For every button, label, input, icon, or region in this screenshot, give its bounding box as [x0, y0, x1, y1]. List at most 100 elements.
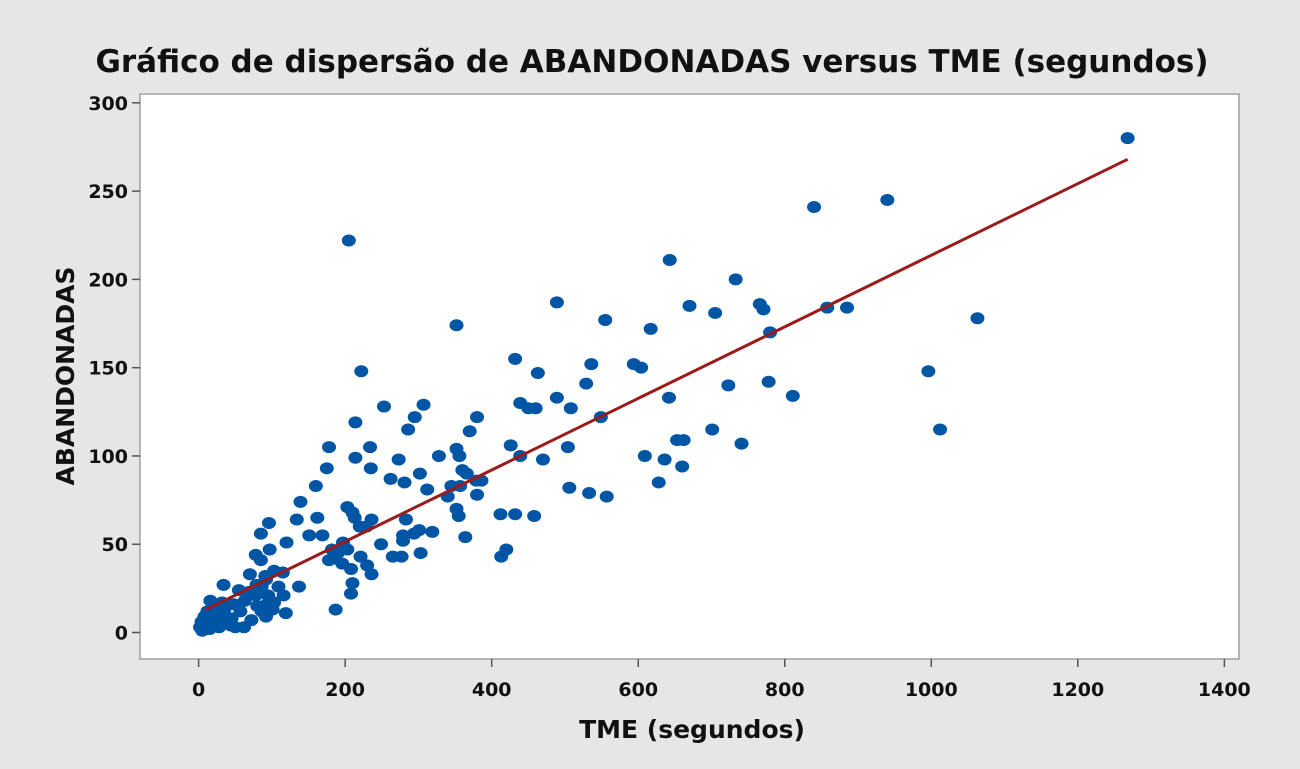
data-point [383, 472, 398, 485]
data-point [584, 358, 599, 371]
x-tick-label: 1400 [1198, 679, 1251, 701]
y-tick-label: 50 [102, 534, 128, 556]
data-point [662, 253, 677, 266]
data-point [363, 441, 378, 454]
data-point [1120, 132, 1135, 145]
data-point [310, 511, 325, 524]
data-point [785, 389, 800, 402]
data-point [217, 603, 232, 616]
data-point [315, 529, 330, 542]
data-point [341, 234, 356, 247]
x-tick-label: 1200 [1051, 679, 1104, 701]
x-axis-label: TME (segundos) [579, 715, 805, 744]
y-tick-label: 300 [88, 93, 128, 115]
data-point [431, 449, 446, 462]
data-point [345, 577, 360, 590]
data-point [425, 525, 440, 538]
data-point [579, 377, 594, 390]
data-point [398, 513, 413, 526]
data-point [970, 312, 985, 325]
data-point [319, 462, 334, 475]
data-point [401, 423, 416, 436]
data-point [397, 476, 412, 489]
data-point [676, 434, 691, 447]
data-point [634, 361, 649, 374]
data-point [582, 487, 597, 500]
data-point [458, 531, 473, 544]
data-point [708, 306, 723, 319]
regression-line-layer [205, 157, 1129, 611]
data-point [261, 517, 276, 530]
data-point [289, 513, 304, 526]
data-point [535, 453, 550, 466]
data-point [675, 460, 690, 473]
data-point [391, 453, 406, 466]
data-point [661, 391, 676, 404]
data-point [278, 607, 293, 620]
data-point [756, 303, 771, 316]
chart-title: Gráfico de dispersão de ABANDONADAS vers… [95, 44, 1208, 80]
y-tick-label: 200 [88, 269, 128, 291]
y-tick-label: 150 [88, 358, 128, 380]
data-point [262, 543, 277, 556]
plot-area [139, 93, 1240, 660]
data-point [344, 562, 359, 575]
data-point [253, 554, 268, 567]
data-point [416, 398, 431, 411]
y-axis-label: ABANDONADAS [51, 266, 80, 485]
data-point [348, 451, 363, 464]
y-tick-label: 250 [88, 181, 128, 203]
y-axis: 0 50 100 150 200 250 300 [88, 93, 140, 645]
data-point [921, 365, 936, 378]
x-tick-label: 600 [618, 679, 658, 701]
data-point [233, 605, 248, 618]
scatter-points [193, 132, 1135, 637]
data-point [407, 411, 422, 424]
data-point [291, 580, 306, 593]
data-point [807, 201, 822, 213]
x-tick-label: 400 [472, 679, 512, 701]
data-point [412, 524, 427, 537]
data-point [242, 568, 257, 581]
x-tick-label: 200 [325, 679, 365, 701]
data-point [549, 296, 564, 309]
data-point [412, 467, 427, 480]
data-point [562, 481, 577, 494]
data-point [508, 508, 523, 521]
data-point [508, 352, 523, 365]
data-point [499, 543, 514, 556]
data-point [302, 529, 317, 542]
data-point [549, 391, 564, 404]
data-point [354, 365, 369, 378]
data-point [560, 441, 575, 454]
data-point [203, 594, 218, 607]
data-point [237, 594, 252, 607]
data-point [643, 322, 658, 335]
data-point [259, 610, 274, 623]
data-point [705, 423, 720, 436]
data-point [353, 550, 368, 563]
data-point [394, 550, 409, 563]
data-point [682, 299, 697, 312]
data-point [880, 193, 895, 206]
data-point [527, 509, 542, 522]
regression-line [205, 157, 1129, 611]
data-point [413, 547, 428, 560]
data-point [253, 527, 268, 540]
x-tick-label: 0 [192, 679, 205, 701]
data-point [363, 462, 378, 475]
data-point [470, 488, 485, 501]
data-point [322, 441, 337, 454]
data-point [420, 483, 435, 496]
data-point [396, 534, 411, 547]
y-tick-label: 0 [115, 623, 128, 645]
data-point [451, 509, 466, 522]
data-point [449, 319, 464, 332]
data-point [293, 495, 308, 508]
data-point [503, 439, 518, 452]
data-point [721, 379, 736, 392]
data-point [216, 578, 231, 591]
y-tick-label: 100 [88, 446, 128, 468]
data-point [348, 416, 363, 429]
